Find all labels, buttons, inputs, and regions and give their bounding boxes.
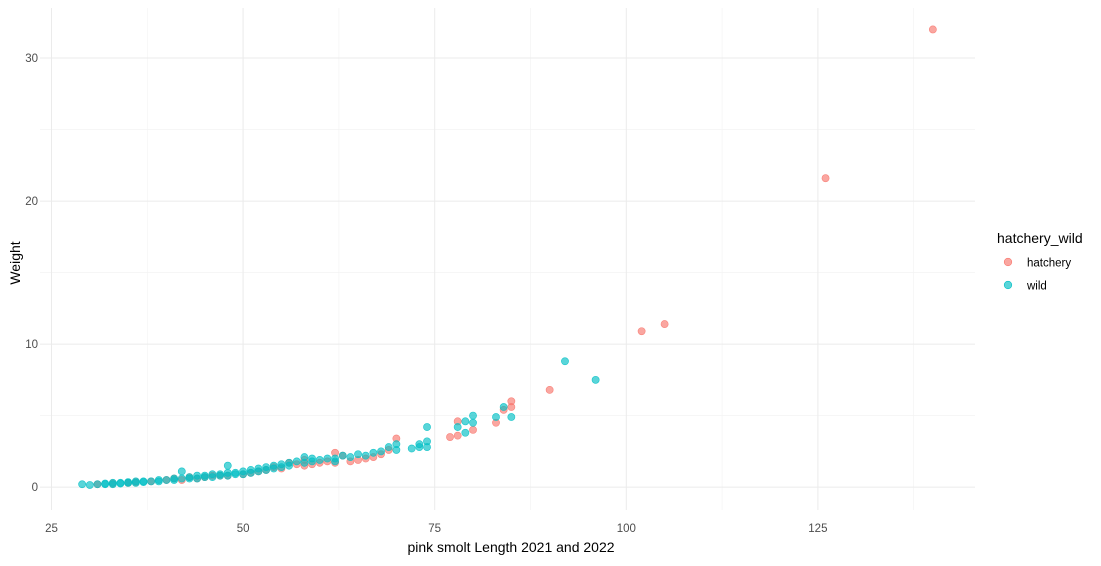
y-tick-label: 20 <box>25 196 38 208</box>
legend-key-wild <box>1003 280 1013 290</box>
data-point-wild <box>300 458 309 467</box>
data-point-wild <box>338 451 347 460</box>
data-point-wild <box>561 357 569 366</box>
data-point-wild <box>246 468 255 477</box>
data-point-wild <box>384 443 393 451</box>
data-point-wild <box>162 476 171 484</box>
data-point-wild <box>361 451 370 460</box>
data-point-wild <box>492 413 500 421</box>
data-point-wild <box>407 444 416 453</box>
data-point-wild <box>354 450 362 459</box>
data-point-wild <box>415 443 424 451</box>
tick-labels: 25 50 75 100 125 0 10 20 30 <box>25 53 827 535</box>
data-point-wild <box>331 457 339 466</box>
data-point-hatchery <box>545 385 554 394</box>
data-point-wild <box>461 417 470 426</box>
data-point-wild <box>147 477 156 486</box>
data-point-wild <box>262 466 270 474</box>
data-point-wild <box>308 454 316 463</box>
data-point-wild <box>193 474 202 483</box>
data-point-wild <box>216 471 225 480</box>
y-tick-label: 30 <box>25 53 38 65</box>
data-point-wild <box>200 473 209 482</box>
data-point-wild <box>223 461 232 470</box>
y-tick-label: 10 <box>25 339 38 351</box>
data-point-wild <box>292 457 301 466</box>
data-point-wild <box>323 454 332 463</box>
data-point-hatchery <box>821 174 830 183</box>
x-tick-label: 75 <box>428 523 441 535</box>
data-point-wild <box>315 456 324 464</box>
data-point-wild <box>423 443 431 451</box>
data-point-wild <box>170 476 179 484</box>
data-point-wild <box>591 375 600 384</box>
legend-key-hatchery <box>1003 257 1013 267</box>
data-point-wild <box>469 411 477 420</box>
legend-label-wild: wild <box>1026 281 1047 293</box>
data-point-hatchery <box>660 320 669 328</box>
data-point-hatchery <box>507 403 516 411</box>
data-point-hatchery <box>637 327 646 336</box>
data-point-wild <box>177 467 186 476</box>
x-tick-label: 25 <box>45 523 58 535</box>
data-point-wild <box>93 480 102 489</box>
data-point-wild <box>101 480 110 489</box>
data-point-wild <box>78 480 87 489</box>
data-point-wild <box>208 473 217 482</box>
data-point-wild <box>131 478 140 487</box>
data-point-wild <box>154 477 163 486</box>
data-point-wild <box>185 474 194 483</box>
data-point-wild <box>423 423 431 431</box>
data-point-wild <box>285 461 293 470</box>
data-point-wild <box>277 463 286 471</box>
x-tick-label: 125 <box>808 523 827 535</box>
data-point-wild <box>346 453 355 461</box>
data-point-hatchery <box>928 25 937 34</box>
data-point-wild <box>461 428 470 437</box>
data-point-wild <box>507 413 516 421</box>
data-point-wild <box>269 464 278 473</box>
data-point-wild <box>254 467 263 476</box>
legend-label-hatchery: hatchery <box>1027 258 1071 270</box>
data-point-wild <box>392 446 401 454</box>
data-point-wild <box>177 474 186 483</box>
legend: hatchery_wild hatchery wild <box>997 230 1083 293</box>
data-point-wild <box>239 470 247 479</box>
x-tick-label: 100 <box>617 523 636 535</box>
legend-entries: hatchery wild <box>1003 257 1071 293</box>
x-tick-label: 50 <box>237 523 250 535</box>
data-point-wild <box>231 470 240 479</box>
data-point-wild <box>108 480 117 489</box>
data-point-wild <box>499 403 508 411</box>
data-point-wild <box>124 478 133 487</box>
grid-layer <box>40 8 975 510</box>
data-point-hatchery <box>453 431 462 440</box>
y-axis-title: Weight <box>7 241 23 284</box>
data-point-wild <box>453 423 462 431</box>
data-point-wild <box>139 478 148 487</box>
data-point-wild <box>369 448 378 457</box>
data-point-wild <box>85 481 94 489</box>
data-point-wild <box>469 418 477 427</box>
points-layer <box>78 25 937 489</box>
y-tick-label: 0 <box>32 482 38 494</box>
legend-title: hatchery_wild <box>997 230 1083 246</box>
data-point-hatchery <box>469 426 477 434</box>
data-point-wild <box>377 447 385 456</box>
data-point-wild <box>223 471 232 480</box>
data-point-hatchery <box>446 433 454 441</box>
data-point-wild <box>116 479 125 488</box>
x-axis-title: pink smolt Length 2021 and 2022 <box>407 539 614 555</box>
